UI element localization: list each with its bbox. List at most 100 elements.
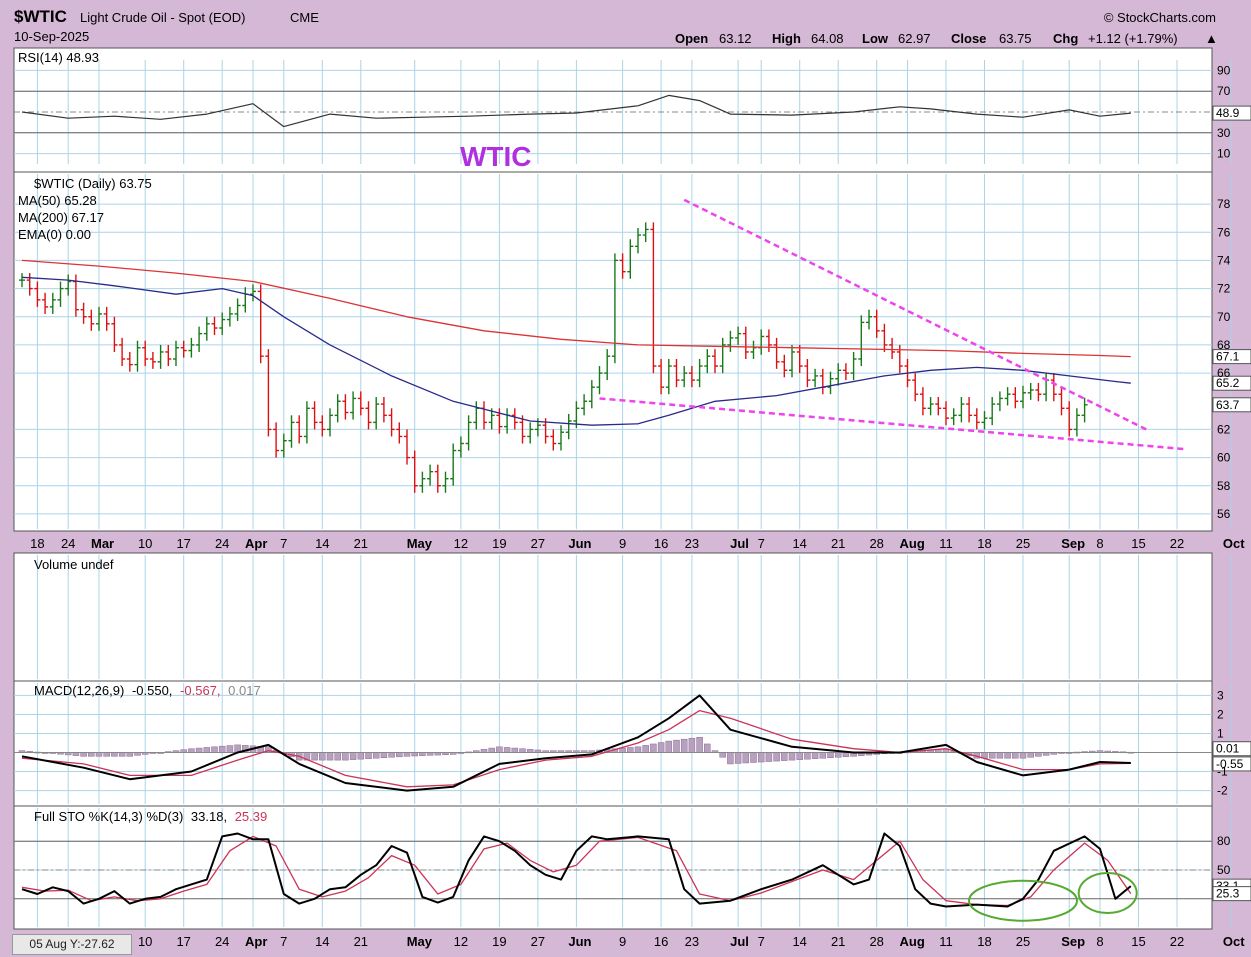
macd-y-tick: 2 (1217, 707, 1224, 721)
macd-value: -0.550, (132, 683, 172, 698)
ma200-legend: MA(200) 67.17 (18, 210, 104, 225)
x-tick-minor: 27 (531, 536, 545, 551)
macd-histogram-bar (118, 752, 126, 757)
low-value: 62.97 (898, 31, 931, 46)
sto-last-label-box (1212, 886, 1251, 902)
price-last-label: 67.1 (1216, 350, 1240, 364)
x-tick-minor-bottom: 18 (977, 934, 991, 949)
macd-histogram-bar (788, 752, 796, 761)
macd-histogram-bar (80, 752, 87, 757)
trendline (683, 198, 1147, 431)
x-tick-minor: 19 (492, 536, 506, 551)
x-tick-major: Mar (91, 536, 114, 551)
x-tick-minor: 23 (685, 536, 699, 551)
stochastic-layer: 33.125.3 (14, 832, 1251, 922)
highlight-ellipse (1077, 872, 1138, 915)
x-tick-minor-bottom: 21 (354, 934, 368, 949)
macd-histogram-bar (380, 752, 388, 758)
macd-histogram-bar (765, 752, 773, 762)
x-tick-minor: 28 (869, 536, 883, 551)
macd-histogram-bar (188, 748, 195, 753)
x-tick-minor-bottom: 19 (492, 934, 506, 949)
x-tick-minor-bottom: 16 (654, 934, 668, 949)
exchange: CME (290, 10, 319, 25)
macd-histogram-bar (403, 752, 411, 757)
macd-histogram-bar (996, 752, 1004, 759)
x-tick-minor-bottom: 25 (1016, 934, 1030, 949)
chg-value: +1.12 (+1.79%) (1088, 31, 1178, 46)
macd-histogram-bar (1012, 752, 1019, 759)
x-tick-minor: 22 (1170, 536, 1184, 551)
sto-last-label: 25.3 (1216, 887, 1240, 901)
rsi-last-label: 48.9 (1216, 106, 1240, 120)
macd-histogram-bar (819, 752, 827, 759)
macd-histogram-bar (827, 752, 834, 758)
x-tick-major-bottom: May (407, 934, 433, 949)
sto-legend-title: Full STO %K(14,3) %D(3) (34, 809, 183, 824)
chg-label: Chg (1053, 31, 1078, 46)
macd-histogram-bar (1027, 752, 1034, 758)
date: 10-Sep-2025 (14, 29, 89, 44)
x-tick-minor: 7 (280, 536, 287, 551)
macd-last-label: -0.55 (1216, 757, 1244, 771)
x-tick-minor-bottom: 17 (176, 934, 190, 949)
sto-y-tick: 50 (1217, 863, 1231, 877)
macd-histogram-bar (203, 747, 211, 753)
low-label: Low (862, 31, 889, 46)
macd-histogram-bar (103, 752, 110, 757)
highlight-ellipse (968, 879, 1078, 922)
x-tick-major: Oct (1223, 536, 1245, 551)
x-tick-minor: 21 (831, 536, 845, 551)
macd-histogram-bar (211, 746, 218, 753)
price-last-label-box (1212, 349, 1251, 365)
price-last-label: 65.2 (1216, 376, 1240, 390)
x-tick-minor: 16 (654, 536, 668, 551)
x-tick-minor: 9 (619, 536, 626, 551)
macd-histogram-bar (757, 752, 765, 763)
x-tick-minor-bottom: 7 (280, 934, 287, 949)
macd-histogram-bar (226, 745, 234, 753)
rsi-last-label-box (1212, 105, 1251, 121)
macd-histogram-bar (349, 752, 357, 760)
macd-histogram-bar (111, 752, 118, 757)
sto-legend: Full STO %K(14,3) %D(3) 33.18, 25.39 (34, 809, 267, 824)
macd-last-label-box (1212, 741, 1251, 757)
ma50-legend: MA(50) 65.28 (18, 193, 97, 208)
macd-legend-title: MACD(12,26,9) (34, 683, 124, 698)
macd-histogram-bar (326, 752, 334, 761)
x-tick-minor: 8 (1096, 536, 1103, 551)
price-panel (13, 171, 1213, 532)
x-tick-minor-bottom: 12 (454, 934, 468, 949)
price-y-tick: 76 (1217, 225, 1231, 239)
price-y-tick: 74 (1217, 253, 1231, 267)
axis-labels: 907030107876747270686662605856321-1-2805… (30, 63, 1245, 949)
stochastic-panel (13, 805, 1213, 930)
macd-histogram-bar (673, 739, 680, 753)
macd-histogram-bar (411, 752, 418, 757)
macd-histogram-bar (1019, 752, 1027, 759)
sto-y-tick: 80 (1217, 834, 1231, 848)
open-value: 63.12 (719, 31, 752, 46)
x-tick-minor: 7 (758, 536, 765, 551)
macd-histogram-bar (1004, 752, 1011, 759)
macd-histogram-bar (657, 742, 665, 753)
trendline (599, 397, 1185, 451)
x-tick-minor-bottom: 14 (792, 934, 806, 949)
sto-k-value: 33.18, (191, 809, 227, 824)
macd-histogram-bar (688, 737, 696, 753)
volume-legend: Volume undef (34, 557, 114, 572)
x-tick-minor-bottom: 22 (1170, 934, 1184, 949)
ema-legend: EMA(0) 0.00 (18, 227, 91, 242)
macd-histogram-bar (372, 752, 380, 759)
sto-d-line (21, 835, 1132, 907)
close-value: 63.75 (999, 31, 1032, 46)
x-tick-minor: 14 (792, 536, 806, 551)
x-tick-major-bottom: Sep (1061, 934, 1085, 949)
macd-histogram-bar (342, 752, 349, 761)
volume-panel (13, 552, 1213, 682)
price-legend: $WTIC (Daily) 63.75 (34, 176, 152, 191)
close-label: Close (951, 31, 986, 46)
macd-histogram-bar (627, 747, 634, 753)
macd-histogram-bar (704, 743, 711, 753)
